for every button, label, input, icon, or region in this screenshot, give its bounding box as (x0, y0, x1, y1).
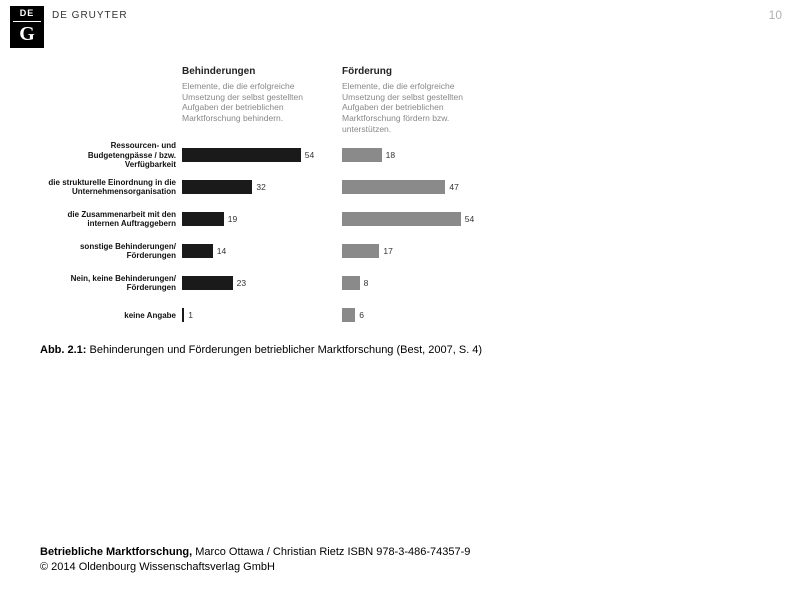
bar-cell: 14 (182, 244, 342, 258)
row-label: Ressourcen- und Budgetengpässe / bzw. Ve… (48, 141, 182, 169)
bar-value: 6 (359, 310, 364, 320)
bar-value: 1 (188, 310, 193, 320)
column-header-1: Behinderungen Elemente, die die erfolgre… (182, 66, 342, 134)
bar-cell: 54 (182, 148, 342, 162)
bar-cell: 18 (342, 148, 502, 162)
bar (182, 148, 301, 162)
chart-column-headers: Behinderungen Elemente, die die erfolgre… (182, 66, 588, 134)
column-description: Elemente, die die erfolgreiche Umsetzung… (342, 81, 486, 134)
bar-cell: 32 (182, 180, 342, 194)
bar-cell: 1 (182, 308, 342, 322)
bar-cell: 23 (182, 276, 342, 290)
bar-cell: 54 (342, 212, 502, 226)
bar-cell: 8 (342, 276, 502, 290)
bar (182, 276, 233, 290)
bar (182, 308, 184, 322)
column-title: Behinderungen (182, 66, 326, 77)
bar-value: 8 (364, 278, 369, 288)
footer-authors: Marco Ottawa / Christian Rietz ISBN 978-… (195, 546, 470, 558)
chart-figure: Behinderungen Elemente, die die erfolgre… (48, 66, 588, 330)
bar (182, 180, 252, 194)
bar-cell: 47 (342, 180, 502, 194)
chart-rows: Ressourcen- und Budgetengpässe / bzw. Ve… (48, 140, 588, 330)
footer: Betriebliche Marktforschung, Marco Ottaw… (40, 545, 470, 574)
column-description: Elemente, die die erfolgreiche Umsetzung… (182, 81, 326, 124)
publisher-name: DE GRUYTER (52, 10, 128, 21)
header: DE G DE GRUYTER (0, 0, 794, 48)
chart-row: sonstige Behinderungen/ Förderungen 14 17 (48, 236, 588, 266)
column-header-2: Förderung Elemente, die die erfolgreiche… (342, 66, 502, 134)
page-number: 10 (769, 8, 782, 22)
chart-row: keine Angabe 1 6 (48, 300, 588, 330)
bar (342, 276, 360, 290)
caption-label: Abb. 2.1: (40, 344, 86, 356)
footer-line1: Betriebliche Marktforschung, Marco Ottaw… (40, 545, 470, 559)
bar-value: 14 (217, 246, 226, 256)
bar (182, 244, 213, 258)
chart-row: Nein, keine Behinderungen/ Förderungen 23… (48, 268, 588, 298)
logo-bottom: G (13, 21, 40, 45)
bar-value: 19 (228, 214, 237, 224)
caption-text: Behinderungen und Förderungen betrieblic… (90, 344, 483, 356)
column-title: Förderung (342, 66, 486, 77)
bar-cell: 17 (342, 244, 502, 258)
bar (342, 244, 379, 258)
bar-value: 54 (305, 150, 314, 160)
row-label: Nein, keine Behinderungen/ Förderungen (48, 274, 182, 292)
logo-top: DE (20, 9, 35, 19)
bar-value: 47 (449, 182, 458, 192)
bar-value: 54 (465, 214, 474, 224)
bar-cell: 19 (182, 212, 342, 226)
row-label: keine Angabe (48, 311, 182, 320)
bar (342, 308, 355, 322)
bar (342, 148, 382, 162)
footer-title: Betriebliche Marktforschung, (40, 546, 192, 558)
row-label: die strukturelle Einordnung in die Unter… (48, 178, 182, 196)
figure-caption: Abb. 2.1: Behinderungen und Förderungen … (40, 344, 794, 356)
publisher-logo: DE G (10, 6, 44, 48)
bar (182, 212, 224, 226)
chart-row: die strukturelle Einordnung in die Unter… (48, 172, 588, 202)
bar (342, 180, 445, 194)
bar-value: 32 (256, 182, 265, 192)
bar-cell: 6 (342, 308, 502, 322)
bar-value: 18 (386, 150, 395, 160)
chart-row: die Zusammenarbeit mit den internen Auft… (48, 204, 588, 234)
chart-row: Ressourcen- und Budgetengpässe / bzw. Ve… (48, 140, 588, 170)
bar-value: 23 (237, 278, 246, 288)
row-label: die Zusammenarbeit mit den internen Auft… (48, 210, 182, 228)
bar-value: 17 (383, 246, 392, 256)
bar (342, 212, 461, 226)
footer-copyright: © 2014 Oldenbourg Wissenschaftsverlag Gm… (40, 560, 470, 574)
row-label: sonstige Behinderungen/ Förderungen (48, 242, 182, 260)
